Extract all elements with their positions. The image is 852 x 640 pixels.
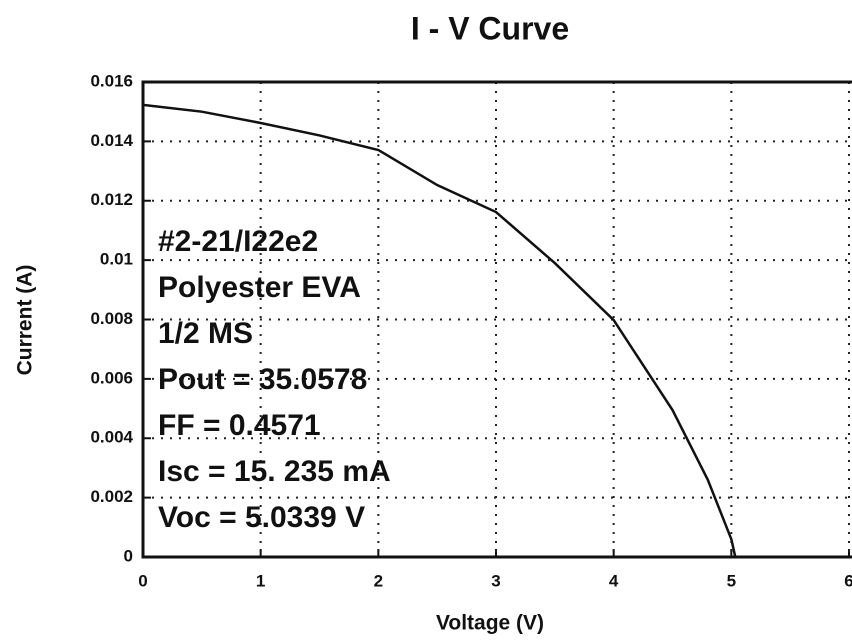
y-tick-label: 0: [124, 546, 133, 565]
x-tick-label: 4: [609, 571, 619, 590]
annotation: Voc = 5.0339 V: [158, 501, 365, 534]
y-tick-label: 0.004: [90, 428, 133, 447]
x-tick-label: 0: [138, 571, 147, 590]
x-tick-label: 1: [256, 571, 265, 590]
y-tick-label: 0.012: [90, 190, 133, 209]
plot-frame: [141, 80, 852, 559]
chart-title: I - V Curve: [411, 10, 569, 46]
annotation: Polyester EVA: [158, 271, 361, 304]
x-tick-label: 2: [374, 571, 383, 590]
y-axis-label: Current (A): [14, 265, 37, 376]
y-tick-label: 0.008: [90, 309, 133, 328]
y-tick-label: 0.002: [90, 487, 133, 506]
y-tick-label: 0.014: [90, 131, 133, 150]
y-tick-label: 0.006: [90, 368, 133, 387]
x-tick-label: 5: [727, 571, 736, 590]
y-tick-label: 0.016: [90, 71, 133, 90]
annotation: Pout = 35.0578: [158, 363, 367, 396]
annotation: #2-21/I22e2: [158, 225, 318, 258]
annotation: FF = 0.4571: [158, 409, 321, 442]
annotation: Isc = 15. 235 mA: [158, 455, 391, 488]
x-tick-label: 6: [844, 571, 852, 590]
iv-curve: [142, 103, 737, 558]
x-tick-label: 3: [491, 571, 500, 590]
annotation: 1/2 MS: [158, 317, 253, 350]
x-axis-label: Voltage (V): [436, 612, 544, 635]
y-tick-label: 0.01: [100, 250, 133, 269]
